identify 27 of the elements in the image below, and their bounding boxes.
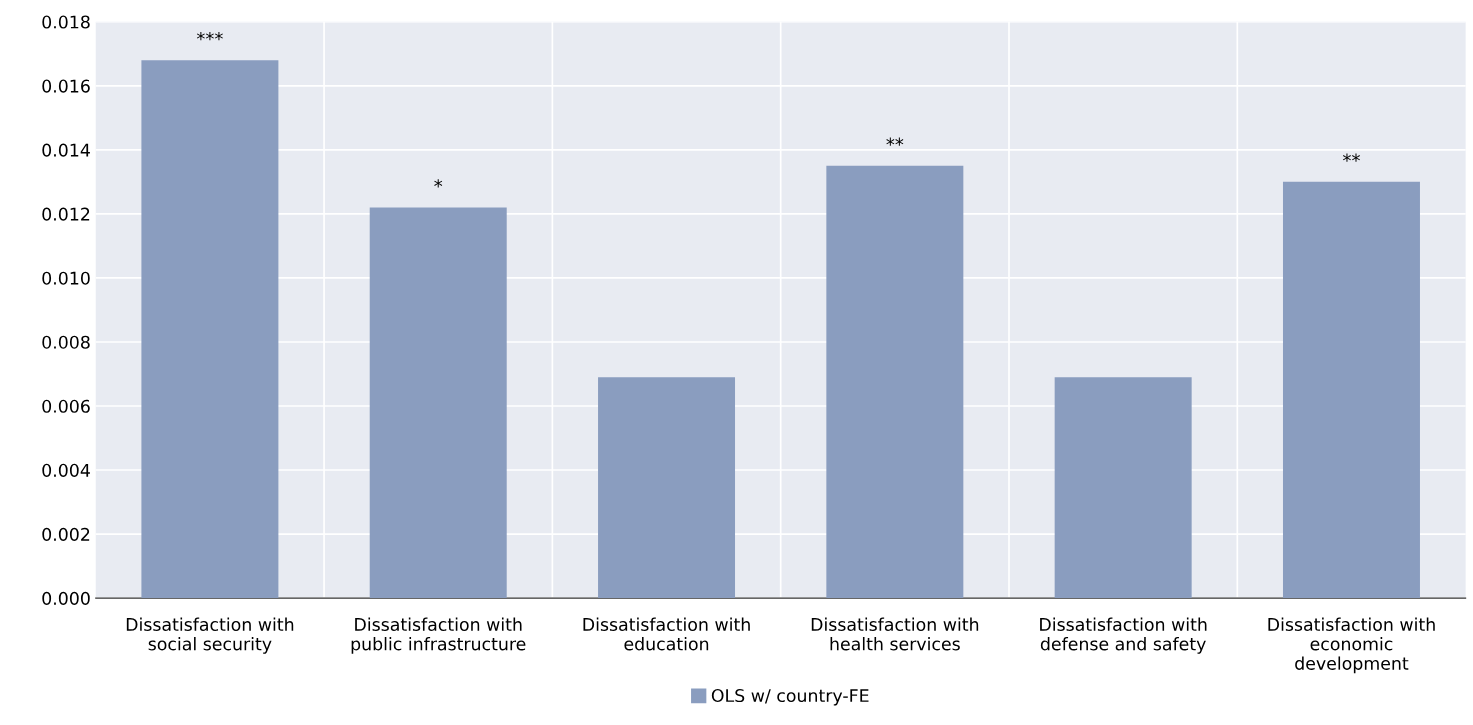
y-tick-label: 0.018 [42, 15, 90, 29]
bar [1282, 181, 1420, 599]
y-tick-label: 0.010 [42, 271, 90, 285]
x-tick-label: Dissatisfaction with public infrastructure [351, 617, 526, 654]
x-tick-label: Dissatisfaction with health services [811, 617, 979, 651]
y-tick-label: 0.012 [42, 207, 90, 221]
annotation: * [434, 179, 443, 188]
bar [141, 60, 279, 599]
legend-label: OLS w/ country-FE [711, 688, 869, 706]
y-tick-label: 0.002 [42, 527, 90, 541]
x-tick-label: Dissatisfaction with education [583, 617, 750, 651]
y-tick-label: 0.004 [42, 463, 90, 477]
annotation: ** [886, 137, 904, 146]
bar [598, 377, 736, 599]
x-tick-label: Dissatisfaction with defense and safety [1040, 617, 1207, 654]
annotation: ** [1342, 153, 1360, 162]
y-tick-label: 0.000 [42, 591, 90, 605]
x-tick-label: Dissatisfaction with economic development [1268, 617, 1435, 674]
bar [826, 165, 964, 599]
annotation: *** [196, 31, 223, 41]
y-tick-label: 0.008 [42, 335, 90, 349]
y-tick-label: 0.006 [42, 399, 90, 413]
bar [1054, 377, 1192, 599]
x-tick-label: Dissatisfaction with social security [126, 617, 294, 654]
bar [369, 207, 507, 599]
y-tick-label: 0.016 [42, 79, 90, 93]
y-tick-label: 0.014 [42, 143, 90, 157]
